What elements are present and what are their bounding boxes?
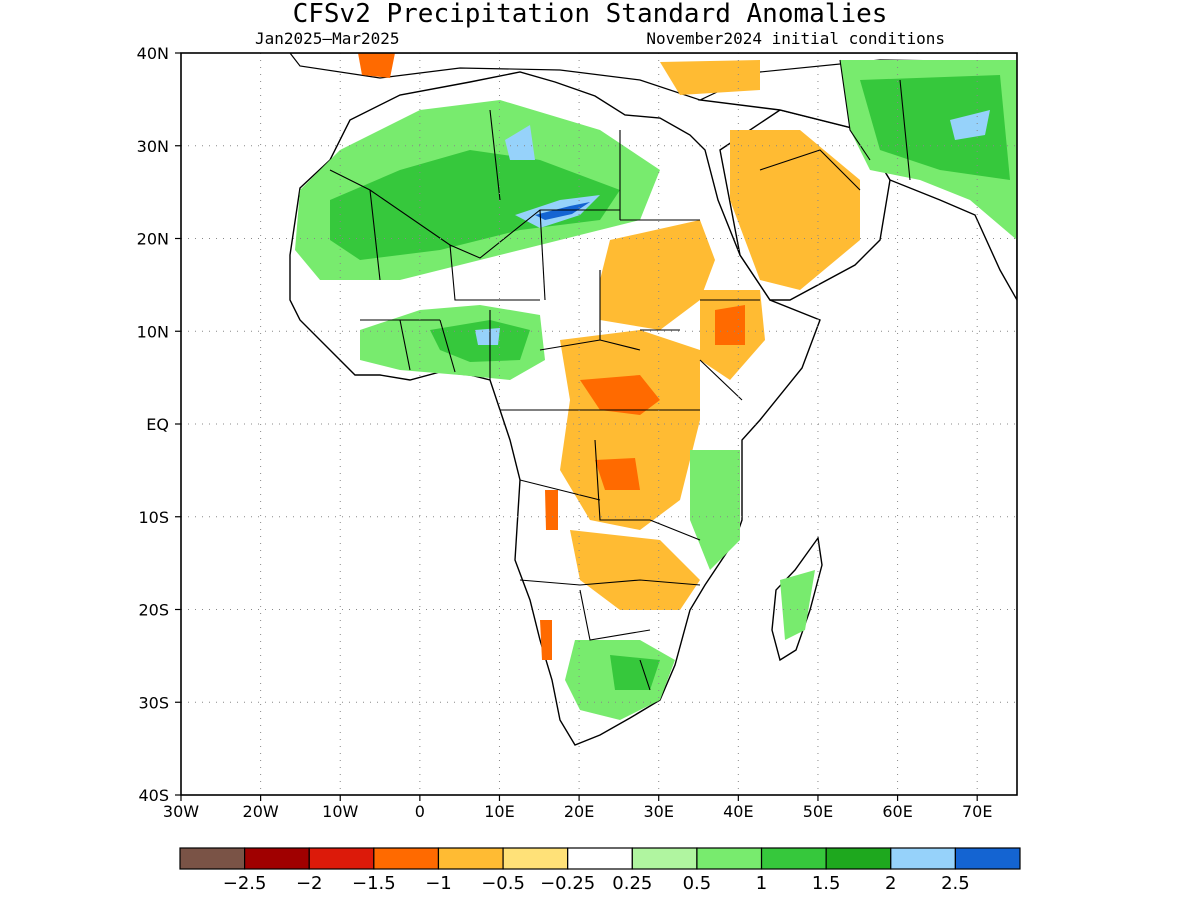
lon-tick-label: 0 — [415, 802, 425, 821]
zambia-dry — [570, 530, 700, 610]
colorbar-swatch — [954, 847, 1021, 870]
colorbar-swatch — [890, 847, 956, 870]
colorbar-label: −0.25 — [540, 873, 595, 894]
colorbar-label: 1.5 — [812, 873, 841, 894]
colorbar-label: −2.5 — [223, 873, 267, 894]
lon-tick-label: 10E — [484, 802, 514, 821]
turkey-dry — [660, 60, 760, 95]
colorbar-swatch — [437, 847, 504, 870]
sahara-wet-max — [535, 202, 590, 220]
lat-tick-label: 20N — [137, 230, 169, 249]
gulf-guinea-wet — [475, 328, 500, 345]
map-area — [289, 53, 1017, 746]
lat-tick-label: 10S — [138, 508, 169, 527]
colorbar-swatch — [696, 847, 763, 870]
lat-tick-label: 30N — [137, 137, 169, 156]
colorbar-swatch — [567, 847, 633, 870]
congo-dry-core — [595, 458, 640, 490]
europe-land — [289, 53, 1017, 101]
iran-wet-peak — [950, 110, 990, 140]
colorbar-swatch — [825, 847, 892, 870]
lon-tick-label: 70E — [962, 802, 992, 821]
lon-tick-label: 30W — [163, 802, 199, 821]
lon-tick-label: 20E — [564, 802, 594, 821]
lon-tick-label: 30E — [643, 802, 673, 821]
map-title: CFSv2 Precipitation Standard Anomalies — [293, 0, 888, 29]
lon-tick-label: 50E — [803, 802, 833, 821]
lat-tick-label: 20S — [138, 601, 169, 620]
lon-tick-label: 20W — [243, 802, 279, 821]
lat-tick-label: 30S — [138, 693, 169, 712]
colorbar-label: 1 — [756, 873, 767, 894]
colorbar-swatch — [308, 847, 375, 870]
colorbar-swatch — [244, 847, 310, 870]
initial-conditions: November2024 initial conditions — [646, 29, 945, 48]
colorbar-label: 0.25 — [612, 873, 652, 894]
sahara-wet-core — [330, 150, 620, 260]
lon-tick-label: 40E — [723, 802, 753, 821]
madagascar-wet — [780, 570, 815, 640]
lat-tick-label: 40S — [138, 786, 169, 805]
central-africa-dry — [560, 330, 700, 530]
lat-tick-label: EQ — [146, 415, 169, 434]
colorbar-label: −2 — [296, 873, 323, 894]
colorbar-swatch — [631, 847, 698, 870]
colorbar: −2.5 −2 −1.5 −1 −0.5 −0.25 0.25 0.5 1 1.5 2 2.5 — [179, 847, 1021, 894]
mediterranean-dry — [358, 53, 395, 78]
colorbar-swatch — [373, 847, 440, 870]
central-africa-dry-core — [580, 375, 660, 415]
colorbar-swatch — [179, 847, 246, 870]
namibia-dry — [540, 620, 552, 660]
lon-tick-label: 10W — [322, 802, 358, 821]
lon-tick-label: 60E — [882, 802, 912, 821]
libya-wet — [505, 125, 535, 160]
anomaly-shading — [295, 53, 1017, 720]
eastafrica-wet — [690, 450, 740, 570]
latitude-labels: 40N 30N 20N 10N EQ 10S 20S 30S 40S — [137, 44, 181, 805]
colorbar-label: −1 — [425, 873, 452, 894]
country-borders — [329, 59, 911, 691]
valid-period: Jan2025–Mar2025 — [255, 29, 400, 48]
angola-dry — [545, 490, 558, 530]
colorbar-label: 0.5 — [683, 873, 712, 894]
colorbar-label: 2.5 — [941, 873, 970, 894]
colorbar-swatch — [760, 847, 827, 870]
colorbar-label: 2 — [885, 873, 896, 894]
lat-tick-label: 10N — [137, 322, 169, 341]
lat-tick-label: 40N — [137, 44, 169, 63]
colorbar-swatch — [502, 847, 569, 870]
ethiopia-dry-core — [715, 305, 745, 345]
colorbar-label: −1.5 — [352, 873, 396, 894]
longitude-labels: 30W 20W 10W 0 10E 20E 30E 40E 50E 60E 70E — [163, 795, 992, 821]
sudan-dry — [600, 220, 715, 330]
arabia-dry — [730, 130, 860, 290]
colorbar-label: −0.5 — [481, 873, 525, 894]
asia-wet-core — [860, 75, 1010, 180]
